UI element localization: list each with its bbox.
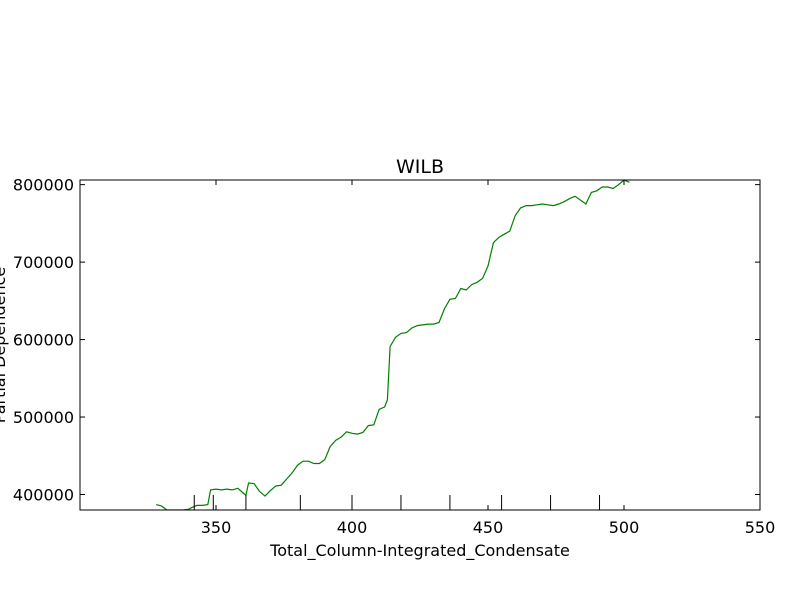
x-tick-label: 500 <box>609 518 640 537</box>
series-layer <box>156 180 630 510</box>
x-tick-label: 350 <box>201 518 232 537</box>
y-tick-label: 800000 <box>13 176 74 195</box>
y-tick-label: 500000 <box>13 408 74 427</box>
x-axis-label: Total_Column-Integrated_Condensate <box>269 541 570 561</box>
y-tick-label: 600000 <box>13 331 74 350</box>
x-tick-label: 550 <box>745 518 776 537</box>
x-axis: 350 400 450 500 550 <box>201 180 776 537</box>
plot-area: 350 400 450 500 550 400000 500000 600000 700000… <box>13 176 775 537</box>
series-line-0 <box>156 180 630 510</box>
y-tick-label: 700000 <box>13 253 74 272</box>
y-axis-label: Partial Dependence <box>0 267 9 423</box>
x-tick-label: 450 <box>473 518 504 537</box>
plot-frame <box>79 179 761 511</box>
y-tick-label: 400000 <box>13 486 74 505</box>
chart-title: WILB <box>396 156 444 178</box>
rug-layer <box>193 495 601 510</box>
y-axis: 400000 500000 600000 700000 800000 <box>13 176 760 505</box>
x-tick-label: 400 <box>337 518 368 537</box>
